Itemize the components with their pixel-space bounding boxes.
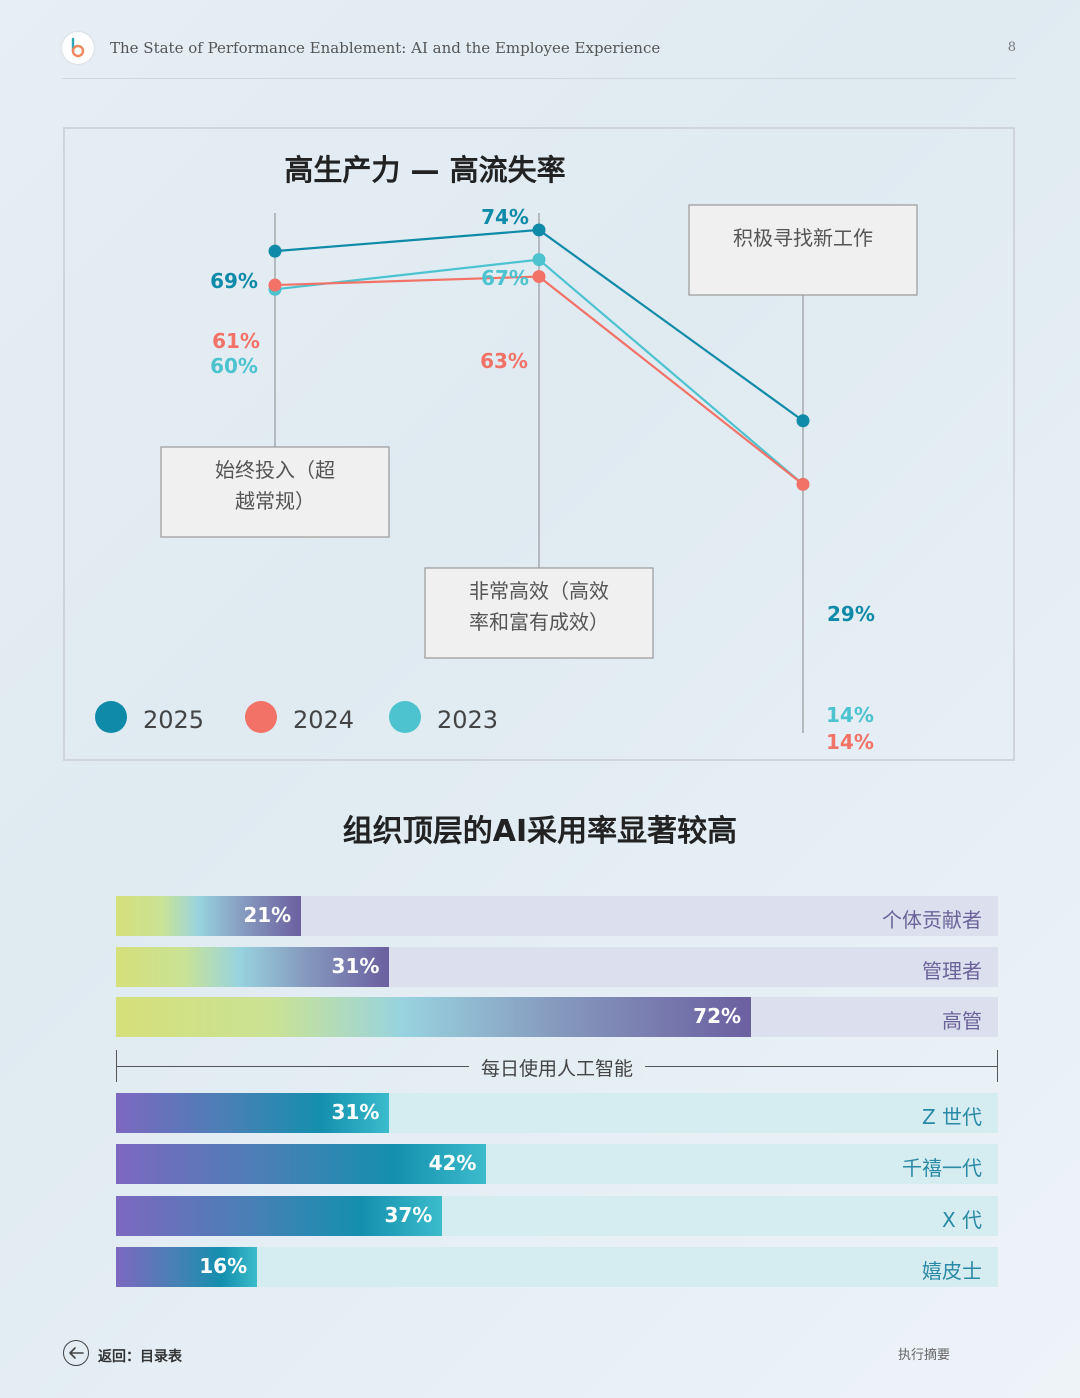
legend-label-2023: 2023 (437, 706, 498, 734)
legend-swatch-2024 (245, 701, 277, 733)
arrow-left-icon[interactable] (63, 1340, 89, 1366)
bar-value-label: 21% (243, 903, 292, 927)
data-label-2024-3: 14% (826, 730, 874, 754)
bar-category-label: 个体贡献者 (882, 908, 982, 932)
bar-fill: 31% (116, 1093, 390, 1133)
data-point-2024-3 (796, 477, 810, 491)
bar-value-label: 31% (331, 954, 380, 978)
legend-label-2025: 2025 (143, 706, 204, 734)
bar-row: 72% 高管 (116, 997, 998, 1037)
bar-row: 42% 千禧一代 (116, 1144, 998, 1184)
data-label-2025-3: 29% (827, 602, 875, 626)
b-logo-icon[interactable] (62, 32, 94, 64)
bar-category-label: 高管 (942, 1009, 982, 1033)
bar-chart-title: 组织顶层的AI采用率显著较高 (342, 814, 738, 849)
document-title: The State of Performance Enablement: AI … (110, 39, 661, 57)
bar-category-label: 嬉皮士 (922, 1259, 982, 1283)
annotation-text-1: 始终投入（超 (215, 458, 335, 482)
back-to-toc-label[interactable]: 返回：目录表 (98, 1349, 182, 1365)
bar-fill: 31% (116, 947, 390, 987)
data-label-2025-2: 74% (481, 205, 529, 229)
bar-value-label: 31% (331, 1100, 380, 1124)
data-label-2024-2: 63% (480, 349, 528, 373)
legend-swatch-2023 (389, 701, 421, 733)
divider-label: 每日使用人工智能 (468, 1054, 646, 1081)
data-point-2025-3 (796, 414, 810, 428)
line-chart-frame (63, 127, 1015, 761)
bar-fill: 72% (116, 997, 752, 1037)
bar-value-label: 16% (199, 1254, 248, 1278)
bar-category-label: Z 世代 (921, 1105, 982, 1129)
data-label-2024-1: 61% (212, 329, 260, 353)
bar-row: 16% 嬉皮士 (116, 1247, 998, 1287)
bar-value-label: 72% (693, 1004, 742, 1028)
data-label-2023-2: 67% (481, 266, 529, 290)
data-label-2025-1: 69% (210, 269, 258, 293)
legend-swatch-2025 (95, 701, 127, 733)
data-point-2023-2 (532, 253, 546, 267)
data-label-2023-3: 14% (826, 703, 874, 727)
annotation-text-2: 非常高效（高效 (469, 579, 609, 603)
page-header: The State of Performance Enablement: AI … (62, 30, 1016, 79)
data-point-2024-2 (532, 270, 546, 284)
legend-label-2024: 2024 (293, 706, 354, 734)
data-point-2025-2 (532, 223, 546, 237)
daily-ai-divider: 每日使用人工智能 (116, 1050, 998, 1082)
bar-value-label: 37% (384, 1203, 433, 1227)
bar-row: 31% Z 世代 (116, 1093, 998, 1133)
annotation-box-2 (424, 567, 654, 659)
bar-category-label: X 代 (941, 1208, 982, 1232)
annotation-text-2: 率和富有成效） (469, 610, 609, 634)
bar-category-label: 千禧一代 (902, 1156, 982, 1180)
annotation-text-1: 越常规） (235, 489, 315, 513)
bar-track (116, 1247, 998, 1287)
section-label[interactable]: 执行摘要 (897, 1348, 950, 1363)
data-point-2025-1 (268, 244, 282, 258)
bar-row: 21% 个体贡献者 (116, 896, 998, 936)
line-chart-title: 高生产力 — 高流失率 (284, 153, 565, 187)
bar-fill: 16% (116, 1247, 258, 1287)
bar-fill: 37% (116, 1196, 443, 1236)
page-number: 8 (1007, 40, 1016, 55)
bar-fill: 21% (116, 896, 302, 936)
annotation-text-3: 积极寻找新工作 (733, 226, 873, 250)
bar-row: 31% 管理者 (116, 947, 998, 987)
bar-category-label: 管理者 (922, 959, 982, 983)
bar-value-label: 42% (428, 1151, 477, 1175)
bar-fill: 42% (116, 1144, 487, 1184)
annotation-box-1 (160, 446, 390, 538)
bar-row: 37% X 代 (116, 1196, 998, 1236)
data-label-2023-1: 60% (210, 354, 258, 378)
data-point-2024-1 (268, 278, 282, 292)
annotation-box-3 (688, 204, 918, 296)
